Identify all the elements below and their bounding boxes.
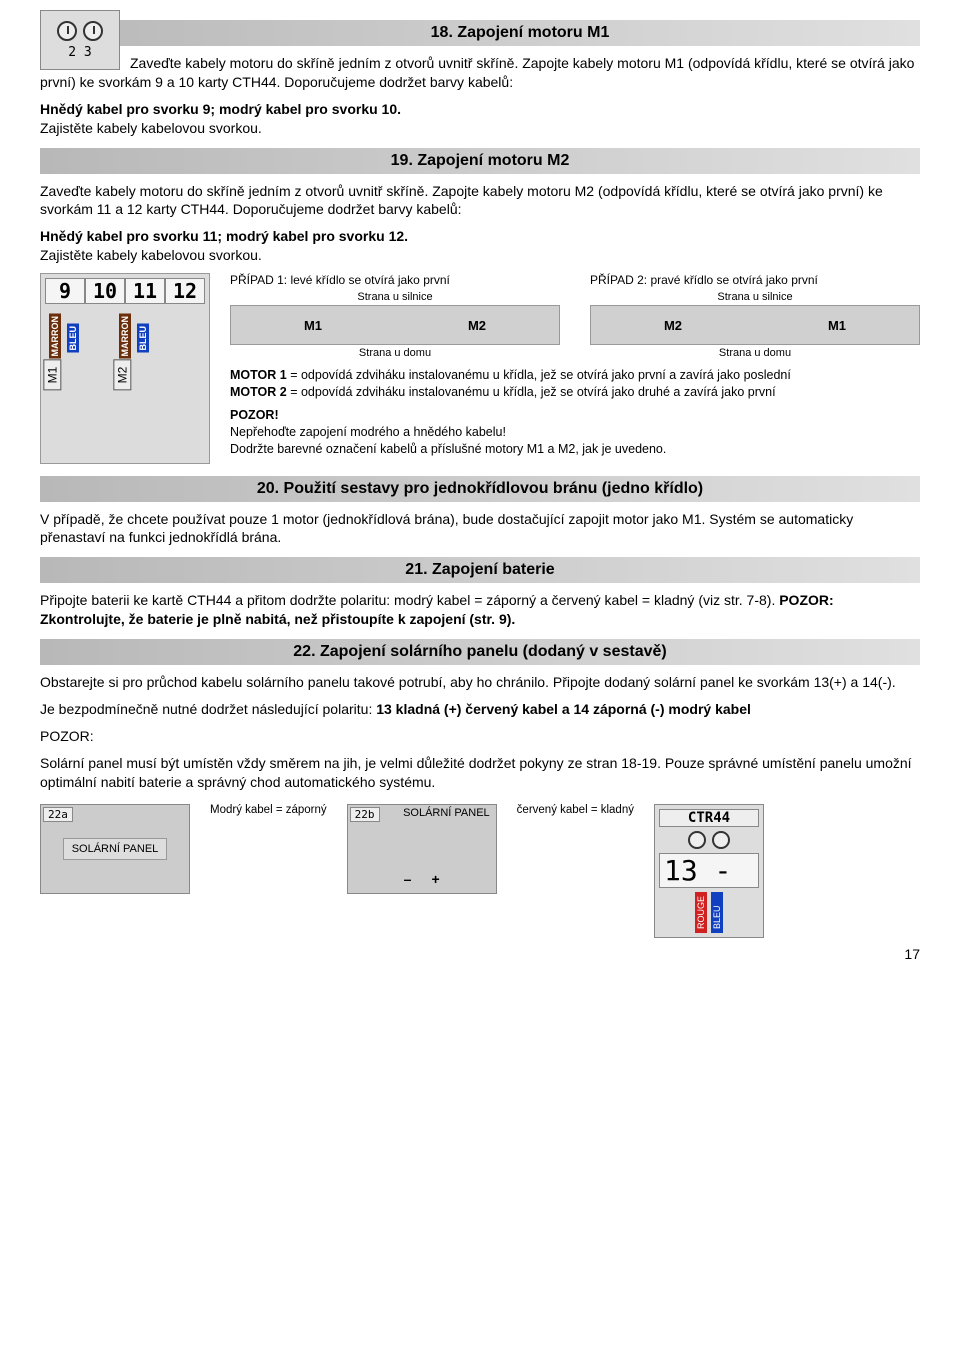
house-side-label: Strana u domu (230, 347, 560, 359)
s22-p3: POZOR: (40, 727, 920, 746)
s19-para: Zaveďte kabely motoru do skříně jedním z… (40, 183, 883, 218)
knob-numbers: 2 3 (68, 45, 91, 60)
wire-label-bleu: BLEU (137, 324, 149, 353)
s22-p2: Je bezpodmínečně nutné dodržet následují… (40, 700, 920, 719)
red-cable-label: červený kabel = kladný (517, 804, 634, 816)
motor-label-m2: M2 (113, 360, 131, 391)
m1-label: M1 (828, 318, 846, 333)
road-side-label: Strana u silnice (590, 291, 920, 303)
panel-22b: 22b SOLÁRNÍ PANEL – + (347, 804, 497, 894)
wire-label-marron: MARRON (49, 314, 61, 359)
bleu-tag: BLEU (711, 892, 723, 933)
motor1-bold: MOTOR 1 (230, 368, 287, 382)
motor-diagram-case1: M1 M2 (230, 305, 560, 345)
s19-tail: Zajistěte kabely kabelovou svorkou. (40, 247, 262, 263)
section-18-title: 18. Zapojení motoru M1 (40, 20, 920, 46)
motor1-text: = odpovídá zdviháku instalovanému u kříd… (287, 368, 791, 382)
section-20-title: 20. Použití sestavy pro jednokřídlovou b… (40, 476, 920, 502)
terminal-knob-icon: 2 3 (40, 10, 120, 70)
page-number: 17 (40, 946, 920, 962)
s22-p1: Obstarejte si pro průchod kabelu solární… (40, 673, 920, 692)
panel-22a: 22a SOLÁRNÍ PANEL (40, 804, 190, 894)
warn-line2: Dodržte barevné označení kabelů a příslu… (230, 442, 666, 456)
rouge-tag: ROUGE (695, 892, 707, 933)
ctr44-block: CTR44 13 - ROUGE BLEU (654, 804, 764, 938)
road-side-label: Strana u silnice (230, 291, 560, 303)
terminal-num: 10 (85, 278, 125, 304)
case1-title: PŘÍPAD 1: levé křídlo se otvírá jako prv… (230, 273, 560, 287)
red-cable-text: červený kabel = kladný (517, 804, 634, 816)
cases-and-info: PŘÍPAD 1: levé křídlo se otvírá jako prv… (230, 273, 920, 463)
s18-bold-line: Hnědý kabel pro svorku 9; modrý kabel pr… (40, 100, 920, 138)
section-22-title: 22. Zapojení solárního panelu (dodaný v … (40, 639, 920, 665)
section-21-body: Připojte baterii ke kartě CTH44 a přitom… (40, 591, 920, 629)
motor-info-block: MOTOR 1 = odpovídá zdviháku instalovaném… (230, 367, 920, 457)
motor2-text: = odpovídá zdviháku instalovanému u kříd… (287, 385, 776, 399)
terminal-num: 12 (165, 278, 205, 304)
s18-para: Zaveďte kabely motoru do skříně jedním z… (40, 55, 914, 90)
minus-icon: – (404, 871, 412, 887)
motor-diagram-case2: M2 M1 (590, 305, 920, 345)
blue-cable-label: Modrý kabel = záporný (210, 804, 327, 816)
terminal-num: 9 (45, 278, 85, 304)
m1-label: M1 (304, 318, 322, 333)
s18-tail: Zajistěte kabely kabelovou svorkou. (40, 120, 262, 136)
terminal-num: 11 (125, 278, 165, 304)
warn-title: POZOR! (230, 408, 279, 422)
motor2-bold: MOTOR 2 (230, 385, 287, 399)
s18-bold: Hnědý kabel pro svorku 9; modrý kabel pr… (40, 101, 401, 117)
s22-p2b: 13 kladná (+) červený kabel a 14 záporná… (376, 701, 751, 717)
section-19-title: 19. Zapojení motoru M2 (40, 148, 920, 174)
ctr44-number: 13 - (659, 853, 759, 888)
panel-a-label: SOLÁRNÍ PANEL (63, 838, 168, 860)
section-20-body: V případě, že chcete používat pouze 1 mo… (40, 510, 920, 548)
house-side-label: Strana u domu (590, 347, 920, 359)
terminal-block-diagram: 9 10 11 12 MARRON BLEU MARRON BLEU M1 M2 (40, 273, 210, 463)
m2-label: M2 (468, 318, 486, 333)
s19-bold-line: Hnědý kabel pro svorku 11; modrý kabel p… (40, 227, 920, 265)
plus-icon: + (431, 871, 439, 887)
section-18-body: Zaveďte kabely motoru do skříně jedním z… (40, 54, 920, 92)
motor-label-m1: M1 (43, 360, 61, 391)
warn-line1: Nepřehoďte zapojení modrého a hnědého ka… (230, 425, 506, 439)
solar-panel-diagram: 22a SOLÁRNÍ PANEL Modrý kabel = záporný … (40, 804, 920, 938)
section-21-title: 21. Zapojení baterie (40, 557, 920, 583)
s22-p4: Solární panel musí být umístěn vždy směr… (40, 754, 920, 792)
blue-cable-text: Modrý kabel = záporný (210, 804, 327, 816)
case2-title: PŘÍPAD 2: pravé křídlo se otvírá jako pr… (590, 273, 920, 287)
panel-b-label: SOLÁRNÍ PANEL (403, 807, 490, 819)
tag-22b: 22b (350, 807, 380, 822)
s22-p2a: Je bezpodmínečně nutné dodržet následují… (40, 701, 376, 717)
wire-label-bleu: BLEU (67, 324, 79, 353)
m2-label: M2 (664, 318, 682, 333)
diagram-row: 9 10 11 12 MARRON BLEU MARRON BLEU M1 M2… (40, 273, 920, 463)
tag-22a: 22a (43, 807, 73, 822)
s21-para: Připojte baterii ke kartě CTH44 a přitom… (40, 592, 779, 608)
wire-label-marron: MARRON (119, 314, 131, 359)
section-19-body: Zaveďte kabely motoru do skříně jedním z… (40, 182, 920, 220)
ctr44-title: CTR44 (659, 809, 759, 827)
s19-bold: Hnědý kabel pro svorku 11; modrý kabel p… (40, 228, 408, 244)
